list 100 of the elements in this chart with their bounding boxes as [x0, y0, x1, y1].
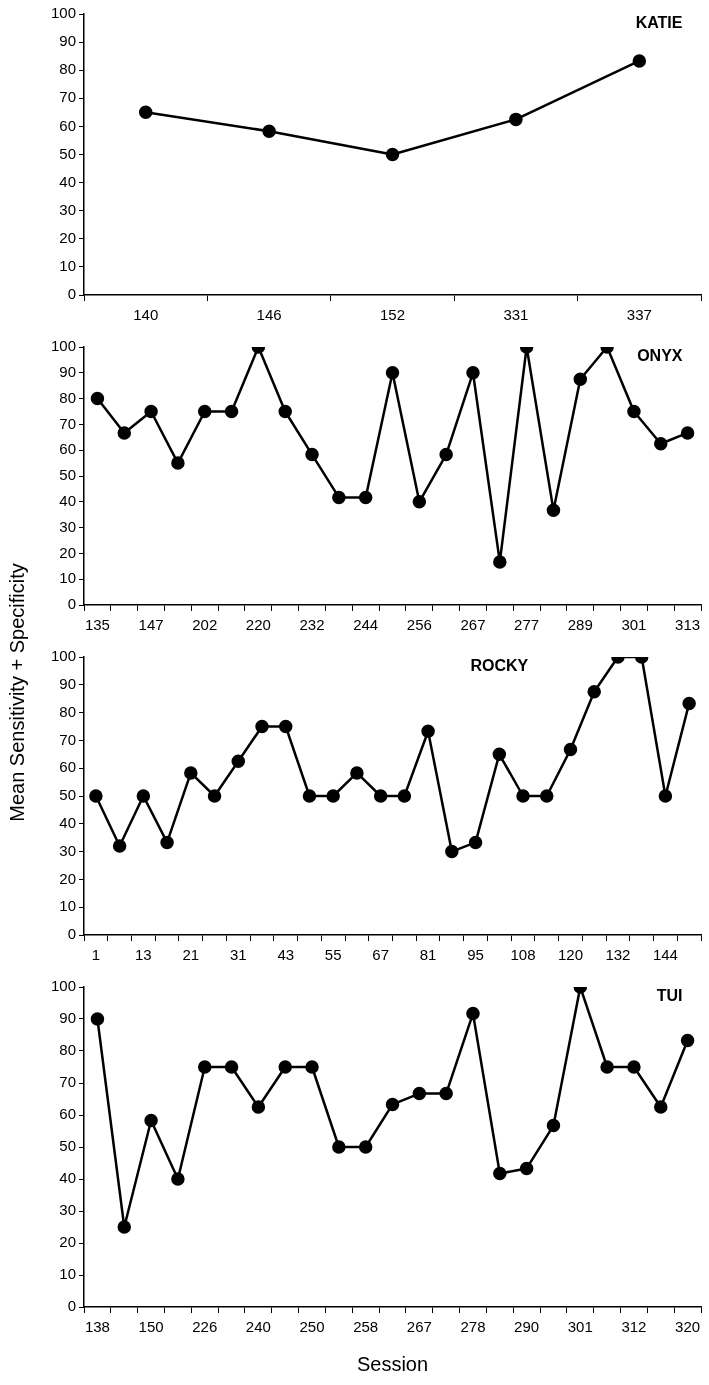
point [439, 1086, 453, 1101]
y-tick-label: 80 [59, 60, 77, 78]
y-tick-label: 100 [51, 977, 77, 995]
point [654, 437, 668, 451]
y-tick-label: 90 [59, 674, 77, 692]
point [492, 747, 507, 762]
y-tick-label: 10 [59, 569, 77, 587]
x-tick-label: 258 [353, 1318, 379, 1336]
x-tick-label: 267 [460, 616, 486, 634]
point [509, 112, 523, 127]
point [160, 835, 174, 850]
point [332, 1140, 346, 1154]
x-tick-label: 150 [138, 1318, 164, 1336]
point [493, 1166, 507, 1181]
point [412, 495, 427, 509]
x-tick-label: 244 [353, 616, 379, 634]
point [138, 105, 153, 120]
point [197, 404, 212, 419]
y-tick-label: 70 [59, 1073, 77, 1091]
point [658, 789, 673, 803]
point [627, 1060, 641, 1074]
y-tick-label: 60 [59, 440, 77, 458]
y-tick-label: 50 [59, 144, 77, 162]
y-tick-label: 0 [67, 925, 77, 943]
point [117, 1220, 132, 1234]
y-tick-label: 80 [59, 1041, 77, 1059]
y-tick-label: 100 [51, 4, 77, 22]
point [251, 1100, 266, 1114]
point [326, 789, 340, 803]
y-tick-label: 0 [67, 595, 77, 613]
point [332, 490, 346, 505]
point [262, 124, 276, 138]
point [358, 490, 373, 505]
point [385, 366, 400, 380]
x-tick-label: 55 [324, 946, 342, 964]
x-tick-label: 43 [277, 946, 295, 964]
x-tick-label: 312 [621, 1318, 647, 1336]
point [278, 404, 292, 419]
point [680, 1033, 695, 1048]
chart-title: ONYX [637, 347, 683, 365]
x-tick-label: 277 [514, 616, 540, 634]
point [136, 789, 151, 803]
y-tick-label: 40 [59, 172, 77, 190]
point [397, 789, 412, 803]
point [421, 724, 435, 738]
point [184, 766, 198, 780]
point [231, 754, 246, 768]
x-tick-label: 1 [91, 946, 101, 964]
x-tick-label: 290 [514, 1318, 540, 1336]
x-tick-label: 147 [138, 616, 164, 634]
y-tick-label: 20 [59, 228, 77, 246]
point [278, 1060, 292, 1074]
point [90, 391, 105, 406]
point [350, 766, 364, 780]
point [385, 1097, 400, 1112]
point [305, 447, 319, 462]
x-tick-label: 331 [503, 306, 529, 324]
y-tick-label: 20 [59, 869, 77, 887]
y-tick-label: 0 [67, 1297, 77, 1315]
y-tick-label: 20 [59, 543, 77, 561]
point [466, 366, 480, 380]
point [197, 1060, 212, 1074]
x-tick-label: 152 [380, 306, 406, 324]
point [573, 372, 588, 386]
x-tick-label: 202 [192, 616, 218, 634]
point [117, 426, 132, 440]
point [466, 1006, 480, 1021]
point [224, 1060, 239, 1074]
y-tick-label: 80 [59, 388, 77, 406]
point [171, 456, 185, 470]
point [680, 426, 695, 440]
point [112, 839, 127, 853]
y-tick-label: 50 [59, 1137, 77, 1155]
x-tick-label: 146 [256, 306, 282, 324]
y-tick-label: 10 [59, 257, 77, 275]
chart-title: KATIE [635, 14, 683, 32]
point [546, 503, 561, 518]
point [519, 1161, 534, 1176]
x-tick-label: 67 [372, 946, 389, 964]
point [207, 789, 222, 803]
chart-title: ROCKY [470, 657, 529, 675]
y-tick-label: 80 [59, 702, 77, 720]
point [682, 696, 696, 711]
point [144, 1113, 158, 1128]
point [654, 1100, 668, 1114]
x-tick-label: 135 [84, 616, 110, 634]
y-tick-label: 0 [67, 285, 77, 303]
x-tick-label: 232 [299, 616, 325, 634]
x-tick-label: 140 [133, 306, 159, 324]
y-tick-label: 30 [59, 841, 77, 859]
point [439, 447, 453, 462]
point [278, 719, 293, 734]
y-tick-label: 50 [59, 786, 77, 804]
x-tick-label: 21 [182, 946, 200, 964]
y-tick-label: 100 [51, 647, 77, 665]
y-tick-label: 90 [59, 1009, 77, 1027]
x-tick-label: 220 [245, 616, 271, 634]
point [627, 404, 641, 419]
x-tick-label: 138 [84, 1318, 110, 1336]
chart-title: TUI [656, 987, 683, 1005]
